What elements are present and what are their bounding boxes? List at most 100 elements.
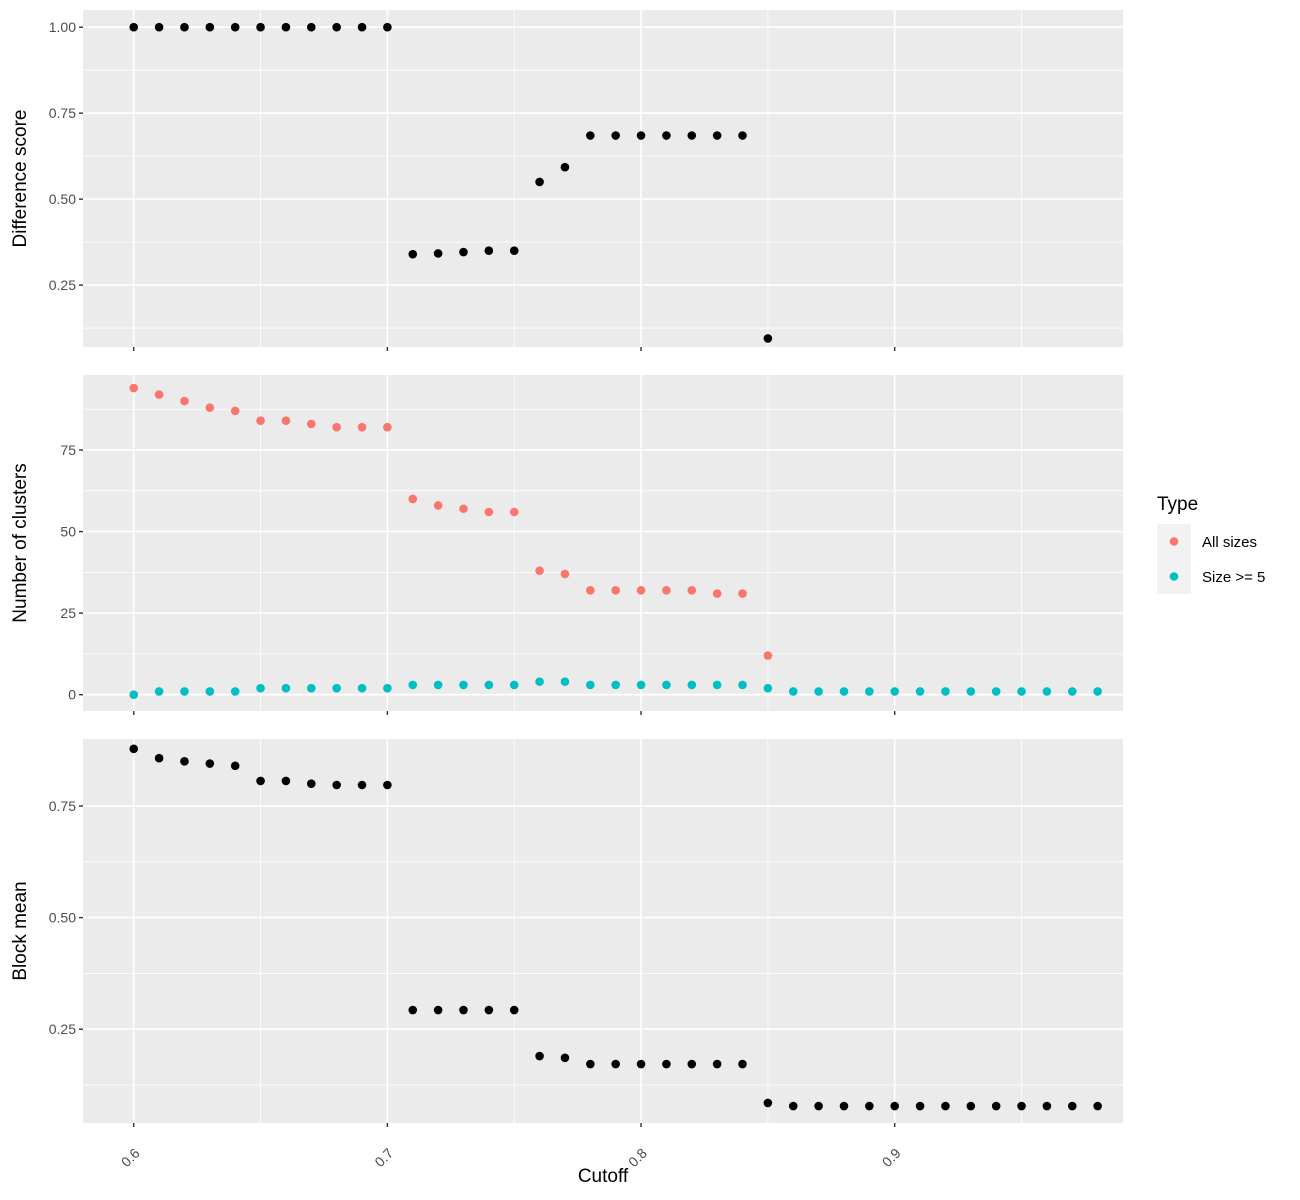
data-point <box>788 1101 798 1111</box>
data-point <box>433 1005 443 1015</box>
data-point <box>256 776 265 786</box>
y-tick-label: 50 <box>60 524 76 540</box>
data-point <box>180 22 189 32</box>
data-point <box>966 687 976 696</box>
data-point <box>738 131 747 140</box>
data-point <box>738 589 747 598</box>
data-point <box>306 419 316 429</box>
data-point <box>281 22 291 32</box>
x-tick-label: 0.6 <box>118 1145 143 1170</box>
data-point <box>560 569 570 579</box>
data-point <box>662 586 671 595</box>
data-point <box>687 680 697 690</box>
data-point <box>459 247 468 257</box>
data-point <box>611 1059 620 1069</box>
data-point <box>636 1059 646 1069</box>
legend-title: Type <box>1157 494 1198 515</box>
data-point <box>611 131 620 140</box>
data-point <box>662 1059 671 1069</box>
data-point <box>839 687 849 696</box>
panels-layer: 0.25 0.50 0.75 1.00 Difference score 0 25 50 75 N… <box>10 10 1123 1170</box>
series-size-5 <box>129 677 1102 699</box>
data-point <box>687 131 697 140</box>
data-point <box>230 406 240 416</box>
data-point <box>586 131 595 140</box>
data-point <box>230 761 240 771</box>
data-point <box>687 1059 697 1069</box>
data-point <box>788 687 798 696</box>
data-point <box>484 680 494 690</box>
x-tick-label: 0.9 <box>879 1145 904 1170</box>
data-point <box>383 683 392 693</box>
data-point <box>839 1101 849 1111</box>
data-point <box>991 687 1001 696</box>
data-point <box>332 683 341 693</box>
data-point <box>560 677 570 686</box>
data-point <box>129 744 139 754</box>
data-point <box>814 687 823 696</box>
panel-2: 0 25 50 75 Number of clusters <box>10 375 1123 715</box>
data-point <box>611 680 620 690</box>
data-point <box>890 687 900 696</box>
y-tick-label: 0.50 <box>49 910 76 926</box>
y-axis-title: Number of clusters <box>10 463 31 622</box>
data-point <box>459 1005 468 1015</box>
data-point <box>281 776 291 786</box>
data-point <box>738 680 747 690</box>
data-point <box>535 677 544 686</box>
panel-background <box>83 375 1123 711</box>
data-point <box>408 680 418 690</box>
data-point <box>535 566 544 576</box>
data-point <box>129 22 139 32</box>
data-point <box>484 507 494 517</box>
data-point <box>890 1101 900 1111</box>
data-point <box>712 680 722 690</box>
data-point <box>180 757 189 766</box>
panel-background <box>83 10 1123 347</box>
panel-3: 0.25 0.50 0.75 Block mean <box>10 739 1123 1127</box>
data-point <box>1093 1101 1102 1111</box>
y-tick-label: 25 <box>60 605 76 621</box>
data-point <box>509 680 519 690</box>
data-point <box>357 780 367 790</box>
data-point <box>205 759 215 768</box>
data-point <box>306 22 316 32</box>
data-point <box>332 780 341 790</box>
data-point <box>586 680 595 690</box>
y-tick-label: 1.00 <box>49 19 76 35</box>
data-point <box>1042 687 1052 696</box>
data-point <box>763 334 773 343</box>
data-point <box>332 422 341 432</box>
data-point <box>586 1059 595 1069</box>
data-point <box>662 680 671 690</box>
data-point <box>154 753 164 763</box>
data-point <box>611 586 620 595</box>
data-point <box>230 22 240 32</box>
series-all-sizes <box>129 383 773 660</box>
data-point <box>154 687 164 696</box>
data-point <box>1093 687 1102 696</box>
data-point <box>712 131 722 140</box>
data-point <box>941 1101 950 1111</box>
data-point <box>205 22 215 32</box>
data-point <box>586 586 595 595</box>
series-points <box>129 22 773 343</box>
data-point <box>256 683 265 693</box>
data-point <box>1017 687 1026 696</box>
data-point <box>865 687 874 696</box>
data-point <box>1067 1101 1077 1111</box>
legend-label: Size >= 5 <box>1202 569 1265 586</box>
data-point <box>991 1101 1001 1111</box>
data-point <box>357 683 367 693</box>
series-points <box>129 744 1102 1111</box>
data-point <box>636 586 646 595</box>
data-point <box>509 1005 519 1015</box>
data-point <box>535 177 544 187</box>
data-point <box>433 249 443 258</box>
legend-keys: All sizes Size >= 5 <box>1157 524 1265 594</box>
data-point <box>230 687 240 696</box>
data-point <box>408 249 418 259</box>
data-point <box>712 589 722 598</box>
data-point <box>636 680 646 690</box>
